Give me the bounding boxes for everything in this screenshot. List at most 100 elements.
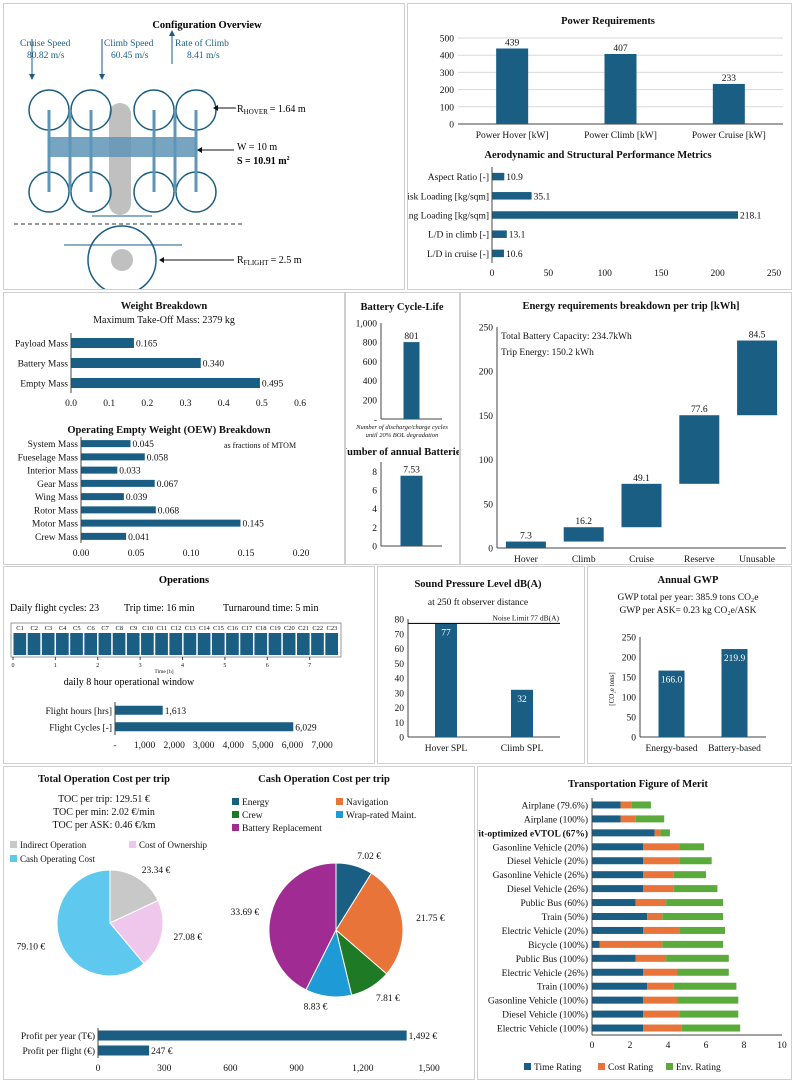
y-tick-label: 0 [488, 545, 493, 555]
stacked-bar [679, 926, 725, 934]
x-tick-label: 0 [96, 1064, 101, 1074]
y-tick-label: 100 [440, 103, 455, 113]
y-tick-label: 100 [479, 456, 494, 466]
rate-of-climb-label: Rate of Climb [175, 38, 229, 49]
category-label: Power Cruise [kW] [692, 131, 766, 141]
data-label: 166.0 [661, 676, 683, 686]
x-tick-label: 250 [767, 269, 782, 279]
data-label: 0.045 [133, 440, 155, 450]
stacked-bar [592, 1010, 644, 1018]
annual-batteries-chart: Number of annual Batteries 0 2 4 6 8 7.53 [346, 447, 459, 553]
legend-label: Env. Rating [676, 1063, 721, 1073]
x-tick-label: 0.2 [141, 399, 153, 409]
wing-area-text: S = 10.91 m2 [237, 156, 290, 167]
turnaround-text: Turnaround time: 5 min [223, 603, 318, 614]
data-label: 0.165 [136, 340, 158, 350]
cost-charts: Total Operation Cost per trip TOC per tri… [10, 774, 445, 1074]
gwp-per-ask: GWP per ASK= 0.23 kg CO₂e/ASK [619, 606, 756, 616]
battery-caption: until 20% BOL degradation [366, 432, 439, 439]
toc-title: Total Operation Cost per trip [38, 774, 170, 785]
stacked-bar [592, 940, 600, 948]
stacked-bar [666, 899, 724, 907]
category-label: Power Hover [kW] [476, 131, 549, 141]
battery-title: Battery Cycle-Life [360, 302, 443, 313]
bar [712, 83, 745, 124]
data-label: 6,029 [295, 723, 317, 733]
bar [81, 506, 156, 514]
stacked-bar [643, 843, 680, 851]
cycle-label: C21 [298, 625, 309, 632]
cycle-block [155, 633, 168, 655]
y-tick-label: 250 [479, 324, 494, 334]
wingspan-text: W = 10 m [237, 142, 277, 153]
gwp-chart: Annual GWP GWP total per year: 385.9 tons… [608, 575, 766, 754]
category-label: Climb [572, 555, 596, 564]
energy-breakdown-chart: Energy requirements breakdown per trip [… [479, 301, 786, 564]
bar [81, 453, 145, 461]
x-tick-label: - [113, 741, 116, 751]
data-label: 13.1 [509, 231, 526, 241]
cycle-block [169, 633, 183, 655]
y-tick-label: 200 [622, 654, 637, 664]
x-tick-label: 0.05 [128, 549, 145, 559]
cycle-block [254, 633, 268, 655]
category-label: Airplane (79.6%) [522, 800, 588, 811]
cycle-label: C8 [116, 625, 124, 632]
stacked-bar [592, 857, 644, 865]
legend-swatch [336, 798, 343, 805]
data-label: 7.3 [520, 532, 532, 542]
cycle-block [27, 633, 41, 655]
y-tick-label: 80 [395, 616, 405, 626]
stacked-bar [681, 1024, 741, 1032]
stacked-bar [620, 801, 632, 809]
stacked-bar [592, 982, 648, 990]
bar [492, 249, 504, 258]
data-label: 233 [722, 74, 737, 84]
cycle-label: C9 [130, 625, 138, 632]
power-requirements-chart: Power Requirements 0 100 200 300 400 500 439 Pow… [440, 16, 783, 141]
data-label: 77.6 [691, 405, 708, 415]
bar [658, 670, 685, 737]
spl-title: Sound Pressure Level dB(A) [414, 579, 542, 590]
y-tick-label: 50 [395, 660, 405, 670]
y-tick-label: 50 [484, 500, 494, 510]
cycle-block [325, 633, 338, 655]
weight-title: Weight Breakdown [121, 301, 208, 312]
weight-panel: Weight Breakdown Maximum Take-Off Mass: 2… [3, 292, 345, 565]
timeline-tick-label: 4 [181, 663, 184, 669]
cycle-block [98, 633, 112, 655]
category-label: Aspect Ratio [-] [428, 173, 489, 183]
config-title: Configuration Overview [152, 20, 262, 31]
x-tick-label: 200 [710, 269, 725, 279]
bar [98, 1045, 150, 1056]
cycle-block [197, 633, 211, 655]
x-tick-label: 0.6 [294, 399, 306, 409]
y-tick-label: 40 [395, 675, 405, 685]
window-caption: daily 8 hour operational window [64, 677, 195, 688]
category-label: Public Bus (60%) [520, 898, 588, 909]
category-label: Profit-optimized eVTOL (67%) [478, 828, 588, 839]
stacked-bar [662, 913, 724, 920]
y-tick-label: 300 [440, 69, 455, 79]
pie-slice [109, 899, 164, 965]
y-tick-label: 400 [440, 52, 455, 62]
stacked-bar [673, 885, 718, 893]
cycle-block [268, 633, 282, 655]
category-label: Battery Mass [18, 360, 69, 370]
gwp-total: GWP total per year: 385.9 tons CO₂e [618, 593, 759, 603]
waterfall-bar [563, 527, 604, 542]
y-tick-label: 0 [631, 734, 636, 744]
battery-capacity-note: Total Battery Capacity: 234.7kWh [501, 332, 632, 342]
cycle-block [141, 633, 154, 655]
energy-title: Energy requirements breakdown per trip [… [522, 301, 739, 312]
x-tick-label: 50 [544, 269, 554, 279]
power-title: Power Requirements [561, 16, 655, 27]
legend-swatch [598, 1063, 605, 1070]
x-tick-label: 0 [490, 269, 495, 279]
stacked-bar [592, 1024, 644, 1032]
stacked-bar [635, 815, 665, 823]
y-tick-label: 70 [395, 630, 405, 640]
waterfall-bar [505, 541, 546, 548]
stacked-bar [677, 968, 729, 976]
bar [81, 493, 124, 501]
